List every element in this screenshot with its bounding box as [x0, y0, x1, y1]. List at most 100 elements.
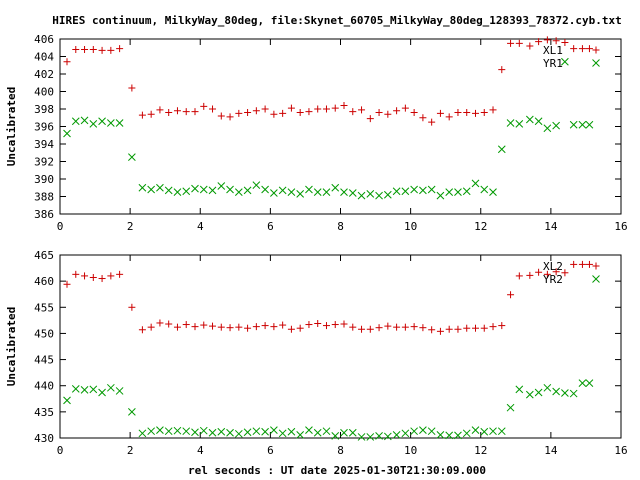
data-point-yr2: [128, 408, 136, 416]
data-point-yr1: [578, 120, 587, 129]
data-point-xl1: [217, 112, 225, 120]
data-point-yr1: [585, 120, 594, 129]
data-point-yr1: [270, 189, 278, 197]
data-point-yr1: [147, 185, 156, 194]
data-point-xl2: [128, 303, 136, 311]
y-tick-label: 406: [34, 33, 54, 46]
data-point-xl2: [322, 322, 330, 330]
data-point-yr2: [270, 426, 278, 435]
data-point-yr1: [543, 124, 552, 133]
data-point-xl1: [191, 108, 199, 116]
data-point-yr1: [128, 153, 136, 161]
data-point-yr2: [106, 383, 115, 392]
data-point-yr1: [89, 120, 98, 128]
y-tick-label: 400: [34, 86, 54, 99]
data-point-yr1: [199, 185, 208, 194]
data-point-yr2: [561, 389, 569, 397]
data-point-xl2: [72, 270, 80, 278]
data-point-xl1: [375, 109, 383, 116]
x-tick-label: 8: [337, 220, 344, 233]
y-tick-label: 392: [34, 156, 54, 169]
data-point-xl2: [578, 260, 586, 268]
data-point-xl2: [375, 324, 383, 332]
data-point-xl1: [393, 107, 401, 115]
data-point-xl2: [515, 272, 523, 280]
data-point-xl2: [138, 326, 146, 334]
data-point-xl1: [507, 39, 515, 47]
legend-marker-xl2: [592, 262, 600, 270]
data-point-xl1: [384, 110, 392, 118]
data-point-yr2: [322, 427, 331, 436]
data-point-xl1: [358, 106, 366, 114]
data-point-xl2: [401, 323, 409, 331]
data-point-xl2: [305, 321, 313, 329]
data-point-yr2: [525, 390, 534, 399]
data-point-xl1: [165, 109, 173, 116]
data-point-xl1: [226, 113, 234, 121]
y-tick-label: 388: [34, 191, 54, 204]
data-point-yr1: [296, 190, 305, 198]
data-point-yr1: [115, 119, 124, 127]
data-point-yr1: [278, 186, 287, 195]
data-point-yr2: [445, 431, 454, 440]
data-point-yr1: [340, 188, 348, 196]
data-point-xl2: [543, 270, 551, 278]
data-point-xl1: [287, 104, 295, 112]
y-tick-label: 386: [34, 208, 54, 221]
x-tick-label: 4: [197, 220, 204, 233]
data-point-yr2: [515, 385, 524, 394]
data-point-yr1: [156, 183, 164, 192]
data-point-yr2: [585, 379, 594, 387]
data-point-yr2: [383, 432, 392, 441]
data-point-yr2: [401, 429, 410, 438]
data-point-yr1: [287, 188, 296, 196]
data-point-yr1: [552, 121, 560, 130]
data-point-yr1: [401, 187, 410, 196]
data-point-xl1: [89, 46, 97, 53]
data-point-xl2: [279, 321, 287, 329]
data-point-xl1: [270, 110, 278, 118]
x-tick-label: 0: [57, 220, 64, 233]
data-point-yr2: [497, 427, 506, 436]
data-point-yr1: [322, 188, 331, 196]
y-tick-label: 430: [34, 432, 54, 445]
data-point-yr1: [138, 183, 147, 192]
data-point-xl2: [552, 268, 560, 276]
data-point-xl1: [570, 45, 578, 53]
data-point-yr1: [80, 116, 89, 125]
data-point-yr1: [506, 119, 515, 127]
data-point-xl1: [209, 105, 217, 113]
data-point-xl2: [561, 269, 569, 277]
data-point-xl2: [340, 320, 348, 328]
data-point-xl2: [410, 323, 418, 331]
data-point-yr2: [243, 428, 252, 437]
data-point-xl1: [578, 45, 586, 53]
data-point-yr2: [427, 427, 436, 436]
data-point-yr2: [471, 426, 480, 435]
data-point-xl2: [454, 325, 462, 333]
x-tick-label: 6: [267, 444, 274, 457]
data-point-yr2: [543, 383, 552, 392]
data-point-yr2: [578, 379, 587, 387]
data-point-xl1: [561, 39, 569, 46]
data-point-xl2: [235, 323, 243, 331]
data-point-yr1: [261, 185, 269, 194]
data-point-yr2: [348, 428, 357, 437]
data-point-xl1: [585, 45, 593, 53]
data-point-yr2: [226, 428, 234, 437]
data-point-yr2: [436, 431, 445, 439]
data-point-xl1: [480, 109, 488, 116]
data-point-yr2: [480, 427, 489, 436]
data-point-xl1: [401, 104, 409, 112]
data-point-yr1: [525, 115, 534, 124]
data-point-xl2: [63, 280, 71, 288]
x-tick-label: 14: [544, 444, 558, 457]
x-tick-label: 16: [614, 220, 627, 233]
legend-label-xl1: XL1: [543, 44, 563, 57]
data-point-xl2: [89, 273, 97, 281]
data-point-xl1: [252, 107, 260, 115]
data-point-xl1: [63, 58, 71, 66]
data-point-xl1: [261, 105, 269, 113]
data-point-xl1: [116, 45, 124, 53]
